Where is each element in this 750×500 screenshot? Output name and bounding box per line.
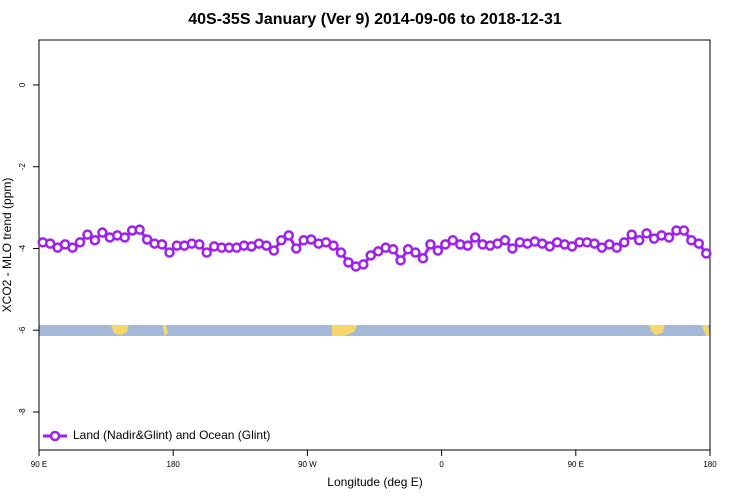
point bbox=[74, 237, 86, 248]
x-tick-label: 180 bbox=[167, 460, 181, 469]
point bbox=[365, 250, 377, 261]
land bbox=[702, 325, 710, 336]
point bbox=[305, 234, 317, 245]
point bbox=[663, 232, 675, 243]
point bbox=[201, 247, 212, 258]
point bbox=[194, 239, 205, 250]
y-tick-label: -8 bbox=[18, 408, 27, 416]
point bbox=[417, 253, 429, 264]
point bbox=[499, 235, 511, 246]
x-axis-label: Longitude (deg E) bbox=[327, 475, 422, 489]
point bbox=[343, 257, 354, 268]
point bbox=[328, 240, 339, 251]
point bbox=[395, 255, 406, 266]
point bbox=[641, 228, 652, 239]
point bbox=[611, 242, 623, 253]
land bbox=[649, 325, 665, 335]
point bbox=[462, 240, 473, 251]
point bbox=[335, 247, 347, 258]
land bbox=[111, 325, 129, 335]
x-tick-label: 180 bbox=[703, 460, 717, 469]
point bbox=[290, 243, 302, 254]
point bbox=[633, 235, 645, 246]
point bbox=[141, 234, 153, 245]
point bbox=[134, 224, 145, 235]
point bbox=[89, 235, 101, 246]
point bbox=[276, 235, 287, 246]
x-tick-label: 0 bbox=[439, 460, 444, 469]
point bbox=[447, 235, 459, 246]
x-tick-label: 90 W bbox=[298, 460, 317, 469]
point bbox=[544, 241, 555, 252]
y-tick-label: 0 bbox=[18, 82, 27, 87]
y-tick-label: -6 bbox=[18, 326, 27, 334]
y-tick-label: -4 bbox=[18, 244, 27, 252]
land bbox=[162, 325, 168, 336]
point bbox=[440, 239, 451, 250]
point bbox=[164, 247, 175, 258]
point bbox=[619, 237, 630, 248]
x-tick-label: 90 E bbox=[568, 460, 584, 469]
point bbox=[693, 238, 705, 249]
point bbox=[261, 240, 272, 251]
point bbox=[678, 225, 690, 236]
point bbox=[387, 244, 399, 255]
point bbox=[97, 227, 108, 238]
point bbox=[469, 232, 481, 243]
point bbox=[283, 230, 295, 241]
point bbox=[425, 239, 436, 250]
land bbox=[332, 325, 357, 336]
point bbox=[82, 229, 93, 240]
x-tick-label: 90 E bbox=[31, 460, 47, 469]
point bbox=[626, 229, 637, 240]
point bbox=[156, 239, 168, 250]
legend-marker bbox=[49, 430, 61, 442]
point bbox=[410, 247, 421, 258]
ocean-band bbox=[39, 325, 710, 336]
point bbox=[507, 243, 518, 254]
point bbox=[44, 238, 56, 249]
point bbox=[67, 242, 78, 253]
point bbox=[701, 248, 712, 259]
chart-title: 40S-35S January (Ver 9) 2014-09-06 to 20… bbox=[188, 11, 562, 28]
point bbox=[566, 241, 578, 252]
point bbox=[589, 238, 600, 249]
legend-label: Land (Nadir&Glint) and Ocean (Glint) bbox=[73, 428, 270, 442]
land-ocean-strip bbox=[39, 325, 710, 336]
point bbox=[119, 232, 130, 243]
point bbox=[268, 245, 280, 256]
y-axis-label: XCO2 - MLO trend (ppm) bbox=[0, 178, 14, 313]
y-tick-label: -2 bbox=[18, 163, 27, 171]
point bbox=[432, 245, 444, 256]
point bbox=[358, 259, 369, 270]
